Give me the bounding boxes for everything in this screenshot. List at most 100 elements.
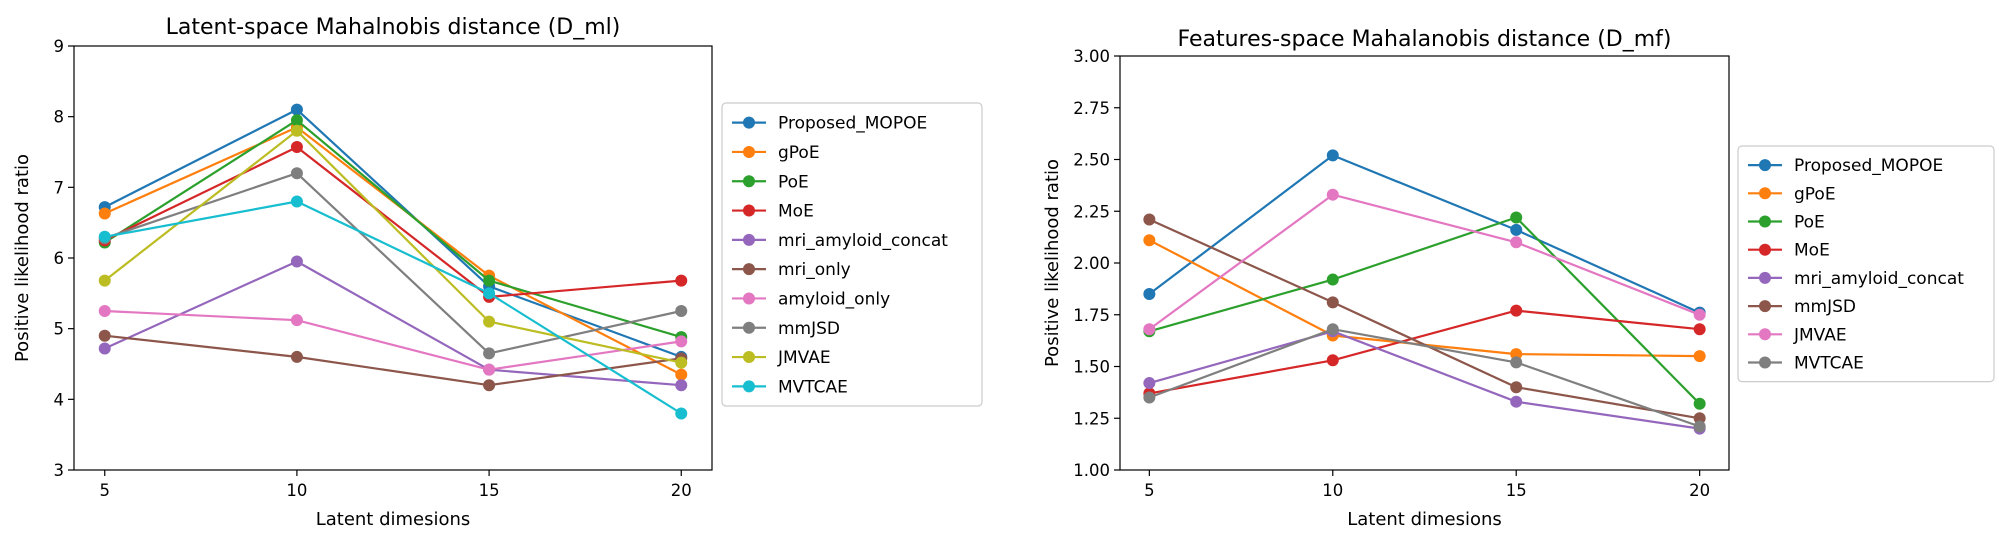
legend-label: gPoE [778, 143, 820, 163]
data-point [675, 305, 688, 317]
y-tick-label: 1.50 [1073, 358, 1110, 377]
legend-marker [1759, 159, 1771, 172]
chart-title: Latent-space Mahalnobis distance (D_ml) [166, 15, 621, 40]
y-tick-label: 6 [54, 249, 65, 268]
y-tick-label: 2.75 [1073, 99, 1110, 118]
y-tick-label: 3 [54, 461, 65, 480]
data-point [290, 103, 303, 116]
legend-marker [743, 204, 755, 217]
y-tick-label: 8 [54, 108, 65, 127]
y-tick-label: 4 [54, 390, 65, 409]
x-tick-label: 20 [671, 481, 692, 500]
data-point [1693, 420, 1706, 433]
series-line [104, 119, 682, 339]
series-line [1149, 216, 1701, 405]
legend-marker [743, 145, 755, 158]
data-point [483, 347, 496, 360]
series-line [104, 108, 682, 358]
legend-label: MoE [1794, 241, 1830, 261]
legend-label: JMVAE [1793, 325, 1847, 345]
chart-latent-space: Latent-space Mahalnobis distance (D_ml) 5… [12, 15, 983, 530]
x-tick-label: 15 [1506, 481, 1527, 500]
data-point [290, 350, 303, 363]
data-point [290, 314, 303, 327]
data-point [1510, 304, 1523, 317]
y-tick-label: 7 [54, 178, 65, 197]
y-tick-label: 5 [54, 320, 65, 339]
data-point [675, 407, 688, 420]
plot-frame [73, 45, 713, 471]
data-point [483, 363, 496, 376]
legend-label: MVTCAE [778, 377, 848, 397]
data-point [98, 342, 111, 355]
data-point [1693, 323, 1706, 336]
data-point [483, 287, 496, 300]
series-line [104, 334, 682, 387]
series-line [104, 200, 682, 415]
data-point [1693, 308, 1706, 321]
data-point [675, 335, 688, 348]
legend-label: mmJSD [1794, 297, 1856, 317]
data-point [1143, 213, 1156, 226]
legend-marker [743, 116, 755, 129]
y-axis-label: Positive likelihood ratio [12, 154, 33, 362]
legend-label: JMVAE [777, 348, 831, 368]
data-point [290, 167, 303, 180]
data-point [290, 255, 303, 268]
data-point [675, 379, 688, 392]
data-point [1510, 381, 1523, 394]
data-point [1326, 188, 1339, 201]
data-point [98, 230, 111, 243]
series-line [104, 309, 682, 371]
data-point [1510, 211, 1523, 224]
data-point [1326, 323, 1339, 336]
data-point [1510, 348, 1523, 361]
y-axis-label: Positive likelihood ratio [1042, 159, 1063, 367]
legend-label: gPoE [1794, 184, 1836, 204]
legend-box [1737, 145, 1995, 383]
data-point [1326, 273, 1339, 286]
data-point [290, 141, 303, 154]
legend-marker [1759, 243, 1771, 256]
y-tick-label: 2.25 [1073, 202, 1110, 221]
legend-marker [1759, 187, 1771, 200]
data-point [98, 207, 111, 220]
x-tick-label: 10 [286, 481, 307, 500]
data-point [675, 356, 688, 369]
legend-label: mri_only [778, 260, 851, 280]
series-line [104, 129, 682, 364]
x-tick-label: 5 [1144, 481, 1155, 500]
data-point [1143, 288, 1156, 301]
legend-marker [743, 380, 755, 393]
data-point [675, 368, 688, 381]
y-tick-label: 1.00 [1073, 461, 1110, 480]
data-point [1693, 350, 1706, 363]
data-point [1326, 149, 1339, 162]
series-line [1148, 328, 1701, 428]
legend-label: Proposed_MOPOE [1794, 156, 1943, 176]
data-point [1143, 377, 1156, 390]
y-tick-label: 1.25 [1073, 409, 1110, 428]
series-line [1149, 309, 1700, 395]
legend-label: Proposed_MOPOE [778, 114, 927, 134]
legend-label: MoE [778, 202, 814, 222]
data-point [1510, 356, 1523, 369]
data-point [98, 305, 111, 317]
legend-label: mri_amyloid_concat [778, 231, 948, 251]
legend-label: MVTCAE [1794, 354, 1864, 374]
data-point [1143, 234, 1156, 247]
y-tick-label: 2.00 [1073, 254, 1110, 273]
legend-marker [743, 321, 755, 334]
legend-box [721, 102, 983, 407]
data-point [483, 274, 496, 287]
data-point [1510, 236, 1523, 249]
series-line [1148, 193, 1701, 331]
data-point [1326, 354, 1339, 367]
chart-features-space: Features-space Mahalanobis distance (D_m… [1042, 27, 1995, 530]
data-point [1693, 412, 1706, 425]
legend-label: PoE [1794, 213, 1825, 233]
data-point [675, 274, 688, 287]
y-tick-label: 2.50 [1073, 151, 1110, 170]
chart-title: Features-space Mahalanobis distance (D_m… [1178, 27, 1672, 52]
series-line [1149, 330, 1700, 430]
